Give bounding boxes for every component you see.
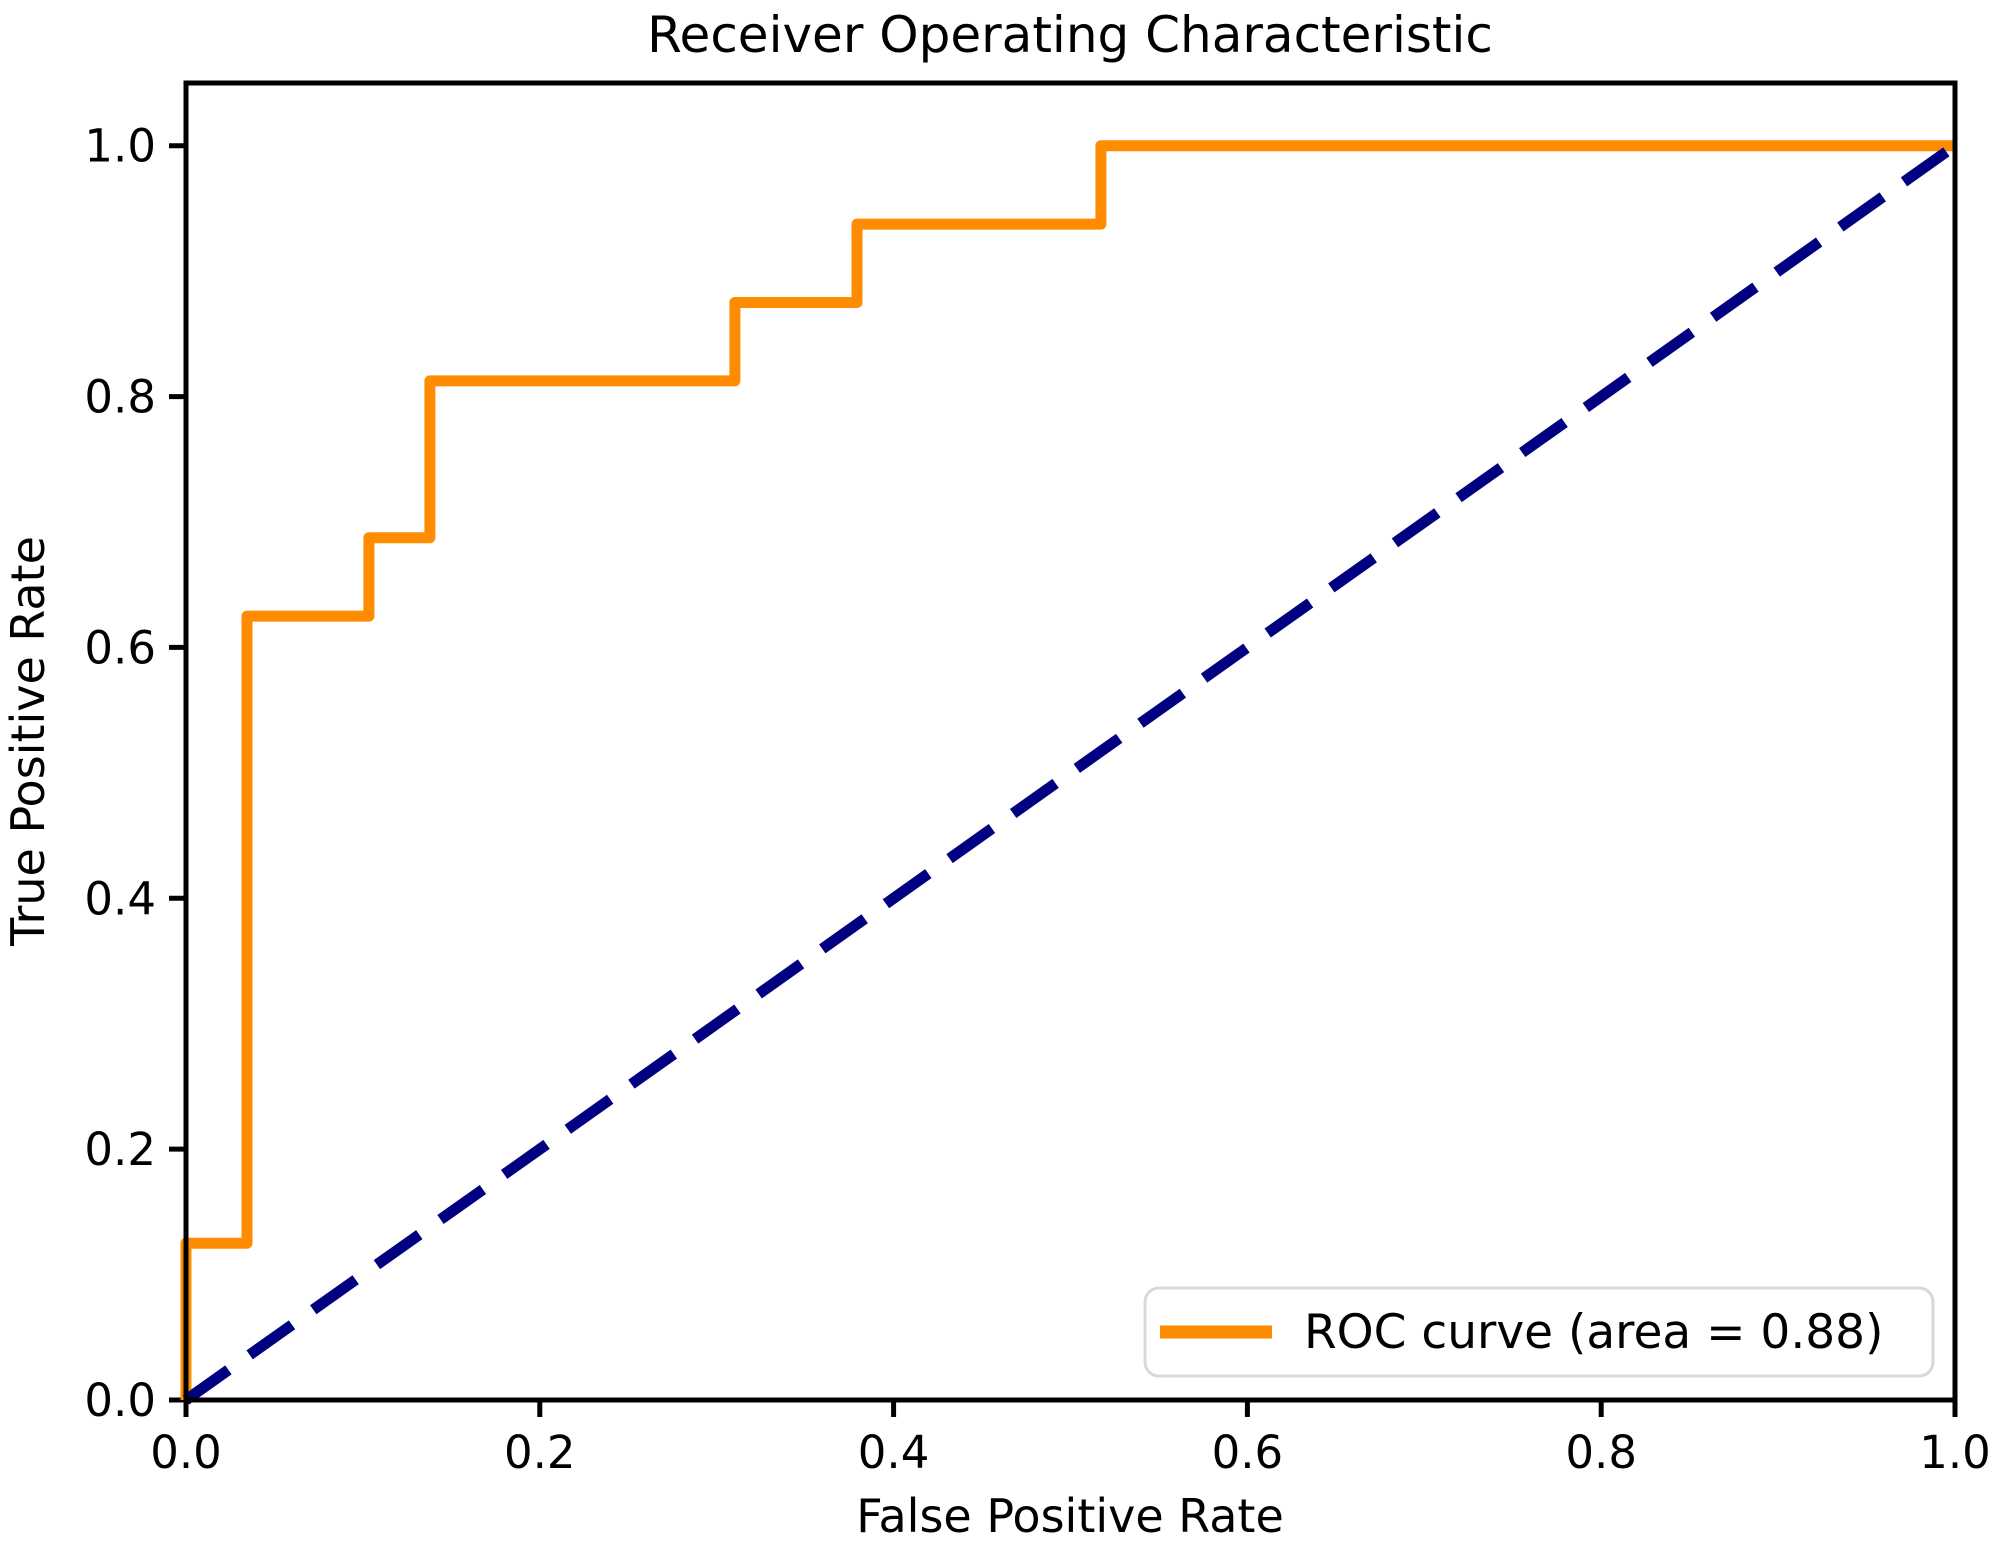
plot-series xyxy=(180,140,1959,1405)
x-axis-label: False Positive Rate xyxy=(856,1489,1284,1543)
legend: ROC curve (area = 0.88) xyxy=(1143,1286,1935,1378)
y-tick-label: 0.8 xyxy=(84,371,156,424)
x-tick-label: 0.0 xyxy=(150,1426,222,1479)
y-tick-label: 0.6 xyxy=(84,621,156,674)
x-tick-label: 0.4 xyxy=(858,1426,930,1479)
y-axis-label: True Positive Rate xyxy=(1,536,55,947)
y-axis-ticks: 0.0 0.2 0.4 0.6 0.8 1.0 xyxy=(84,120,186,1427)
roc-curve-line xyxy=(180,140,1955,1400)
chart-title: Receiver Operating Characteristic xyxy=(647,6,1493,64)
legend-roc-label: ROC curve (area = 0.88) xyxy=(1304,1305,1883,1360)
plot-border xyxy=(183,80,1958,1403)
legend-box xyxy=(1143,1286,1935,1378)
x-tick-label: 0.8 xyxy=(1565,1426,1637,1479)
y-tick-label: 0.0 xyxy=(84,1374,156,1427)
chance-diagonal-line xyxy=(182,141,1959,1405)
x-tick-label: 1.0 xyxy=(1919,1426,1991,1479)
y-tick-label: 0.2 xyxy=(84,1123,156,1176)
x-tick-label: 0.2 xyxy=(504,1426,576,1479)
x-axis-ticks: 0.0 0.2 0.4 0.6 0.8 1.0 xyxy=(150,1400,1991,1479)
y-tick-label: 0.4 xyxy=(84,872,156,925)
x-tick-label: 0.6 xyxy=(1212,1426,1284,1479)
plot-area xyxy=(186,83,1955,1400)
y-tick-label: 1.0 xyxy=(84,120,156,173)
